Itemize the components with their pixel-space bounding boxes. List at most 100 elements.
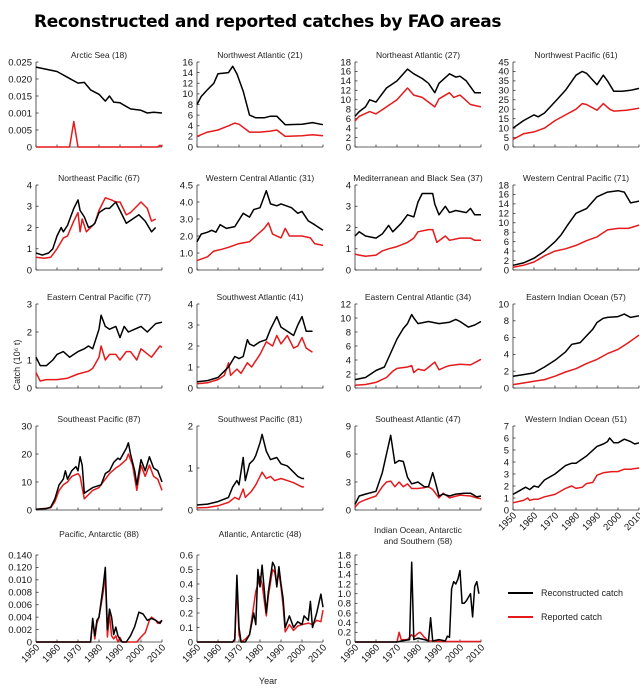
y-tick-label: 4 bbox=[188, 299, 193, 310]
y-tick-label: 2 bbox=[504, 367, 509, 378]
x-tick-label: 1950 bbox=[496, 510, 519, 533]
y-tick-label: 12 bbox=[182, 79, 193, 90]
panel: Pacific, Antarctic (88)00.0020.0040.0060… bbox=[8, 529, 168, 665]
reconstructed-catch-line bbox=[512, 189, 640, 267]
y-tick-label: 2 bbox=[504, 481, 509, 492]
reported-catch-line bbox=[196, 334, 313, 385]
y-tick-label: 2 bbox=[27, 223, 32, 234]
x-tick-label: 1990 bbox=[422, 642, 445, 665]
x-tick-label: 1960 bbox=[359, 642, 382, 665]
y-tick-label: 0 bbox=[346, 142, 351, 153]
y-tick-label: 45 bbox=[498, 57, 509, 68]
reconstructed-catch-line bbox=[35, 199, 157, 256]
y-tick-label: 0 bbox=[346, 505, 351, 516]
y-tick-label: 0.1 bbox=[180, 623, 193, 634]
panel: Western Central Atlantic (31) 0 1.0 2.0 3.0 4… bbox=[180, 173, 324, 276]
x-tick-label: 1970 bbox=[61, 642, 84, 665]
y-tick-label: 0 bbox=[504, 383, 509, 394]
y-axis-label: Catch (10⁶ t) bbox=[12, 340, 22, 391]
panel-title: and Southern (58) bbox=[384, 536, 453, 546]
legend: Reconstructed catch Reported catch bbox=[508, 588, 623, 622]
x-tick-label: 1970 bbox=[380, 642, 403, 665]
x-tick-label: 2000 bbox=[443, 642, 466, 665]
reconstructed-catch-line bbox=[354, 192, 481, 239]
y-tick-label: 0.120 bbox=[8, 563, 32, 574]
reported-catch-line bbox=[196, 122, 324, 138]
reported-catch-line bbox=[354, 87, 482, 122]
y-tick-label: 7 bbox=[504, 421, 509, 432]
x-tick-label: 1990 bbox=[103, 642, 126, 665]
y-tick-label: 2 bbox=[188, 132, 193, 143]
y-tick-label: 6 bbox=[188, 110, 193, 121]
panel: Eastern Indian Ocean (57) 0 2 4 6 8 10 bbox=[498, 292, 640, 394]
y-tick-label: 4.0 bbox=[180, 197, 193, 208]
y-tick-label: 0 bbox=[27, 637, 32, 648]
y-tick-label: 3 bbox=[27, 202, 32, 213]
reconstructed-catch-line bbox=[512, 313, 640, 377]
x-tick-label: 2010 bbox=[145, 642, 168, 665]
y-tick-label: 3 bbox=[346, 477, 351, 488]
legend-label: Reconstructed catch bbox=[541, 588, 623, 598]
y-tick-label: 4 bbox=[504, 457, 509, 468]
reconstructed-catch-line bbox=[354, 68, 481, 117]
reconstructed-catch-line bbox=[196, 189, 324, 243]
reconstructed-catch-line bbox=[35, 66, 163, 114]
y-tick-label: 0.004 bbox=[8, 612, 32, 623]
x-tick-label: 1990 bbox=[580, 510, 603, 533]
reconstructed-catch-line bbox=[35, 314, 163, 367]
y-tick-label: 30 bbox=[498, 86, 509, 97]
y-tick-label: 10 bbox=[498, 123, 509, 134]
y-tick-label: 9 bbox=[346, 421, 351, 432]
x-axis-label: Year bbox=[259, 676, 277, 686]
panel-title: Northeast Pacific (67) bbox=[58, 173, 140, 183]
figure-title: Reconstructed and reported catches by FA… bbox=[34, 12, 502, 32]
y-tick-label: 12 bbox=[498, 209, 509, 220]
y-tick-label: 0 bbox=[27, 265, 32, 276]
y-tick-label: 0.002 bbox=[8, 625, 32, 636]
y-tick-label: 0.140 bbox=[8, 550, 32, 561]
reported-catch-line bbox=[196, 471, 305, 509]
y-tick-label: 1.0 bbox=[180, 248, 193, 259]
y-tick-label: 1 bbox=[27, 355, 32, 366]
y-tick-label: 3.0 bbox=[180, 214, 193, 225]
y-tick-label: 12 bbox=[340, 299, 351, 310]
y-tick-label: 8 bbox=[504, 228, 509, 239]
y-tick-label: 0 bbox=[504, 142, 509, 153]
y-tick-label: 0 bbox=[27, 505, 32, 516]
y-tick-label: 6 bbox=[504, 433, 509, 444]
x-tick-label: 1990 bbox=[264, 642, 287, 665]
reported-catch-line bbox=[196, 222, 324, 262]
y-tick-label: 0.2 bbox=[338, 628, 351, 639]
x-tick-label: 2000 bbox=[124, 642, 147, 665]
y-tick-label: 0.3 bbox=[180, 594, 193, 605]
reconstructed-catch-line bbox=[355, 561, 480, 643]
reported-catch-line bbox=[36, 120, 163, 148]
y-tick-label: 10 bbox=[21, 477, 32, 488]
panel-title: Northwest Atlantic (21) bbox=[217, 50, 303, 60]
y-tick-label: 35 bbox=[498, 76, 509, 87]
y-tick-label: 0 bbox=[188, 505, 193, 516]
y-tick-label: 10 bbox=[340, 95, 351, 106]
y-tick-label: 0.001 bbox=[8, 108, 32, 119]
reported-catch-line bbox=[512, 467, 640, 504]
y-tick-label: 2 bbox=[27, 327, 32, 338]
y-tick-label: 2 bbox=[346, 133, 351, 144]
y-tick-label: 0 bbox=[346, 637, 351, 648]
panel: Arctic Sea (18) 0 0.005 0.001 0.015 0.020 0.02… bbox=[8, 50, 163, 153]
y-tick-label: 18 bbox=[498, 180, 509, 191]
y-tick-label: 0.025 bbox=[8, 57, 32, 68]
reconstructed-catch-line bbox=[512, 70, 640, 129]
panel-title: Atlantic, Antarctic (48) bbox=[219, 529, 302, 539]
y-tick-label: 1 bbox=[27, 244, 32, 255]
y-tick-label: 1.8 bbox=[338, 550, 351, 561]
panel-title: Southwest Atlantic (41) bbox=[217, 292, 304, 302]
panel: Atlantic, Antarctic (48) 0 0.1 0.2 0.3 0.4 0.5… bbox=[180, 529, 329, 665]
y-tick-label: 5 bbox=[504, 445, 509, 456]
y-tick-label: 1 bbox=[346, 244, 351, 255]
y-tick-label: 4 bbox=[188, 121, 193, 132]
y-tick-label: 0 bbox=[504, 505, 509, 516]
